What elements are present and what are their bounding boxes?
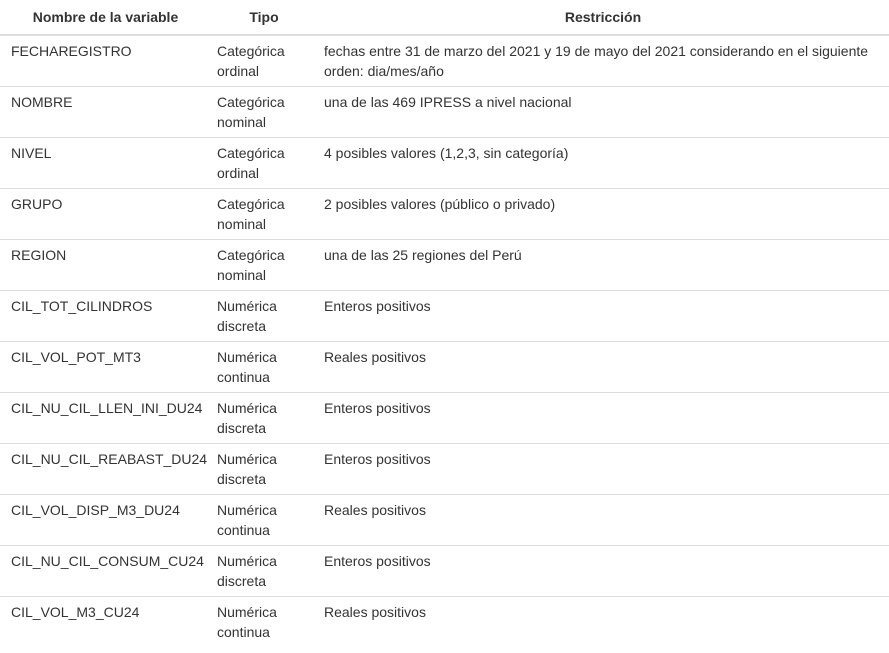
table-row: NIVEL Categórica ordinal 4 posibles valo… [0, 137, 889, 189]
cell-type: Numérica continua [217, 603, 277, 640]
cell-restriction: una de las 25 regiones del Perú [317, 239, 889, 291]
cell-restriction: 2 posibles valores (público o privado) [317, 188, 889, 240]
cell-restriction: Enteros positivos [317, 290, 889, 342]
table-row: GRUPO Categórica nominal 2 posibles valo… [0, 188, 889, 240]
cell-type: Categórica ordinal [211, 35, 317, 87]
cell-variable: CIL_NU_CIL_REABAST_DU24 [0, 443, 211, 495]
cell-restriction: Enteros positivos [317, 545, 889, 597]
table-row: CIL_TOT_CILINDROS Numérica discreta Ente… [0, 290, 889, 342]
table-row: CIL_NU_CIL_CONSUM_CU24 Numérica discreta… [0, 545, 889, 597]
cell-restriction: una de las 469 IPRESS a nivel nacional [317, 86, 889, 138]
cell-restriction: Reales positivos [324, 603, 426, 620]
cell-restriction: Reales positivos [317, 494, 889, 546]
table-row: CIL_VOL_M3_CU24 Numérica continua Reales… [0, 596, 889, 647]
cell-type: Categórica nominal [211, 239, 317, 291]
cell-variable: FECHAREGISTRO [0, 35, 211, 87]
table-body: FECHAREGISTRO Categórica ordinal fechas … [0, 35, 889, 647]
cell-type: Numérica discreta [211, 290, 317, 342]
cell-restriction: Reales positivos [317, 341, 889, 393]
cell-variable: REGION [0, 239, 211, 291]
header-restriction: Restricción [317, 0, 889, 36]
cell-variable: NIVEL [0, 137, 211, 189]
cell-variable: CIL_NU_CIL_LLEN_INI_DU24 [0, 392, 211, 444]
table-row: FECHAREGISTRO Categórica ordinal fechas … [0, 35, 889, 87]
cell-type: Numérica continua [211, 494, 317, 546]
table-header: Nombre de la variable Tipo Restricción [0, 0, 889, 36]
cell-type: Categórica nominal [211, 188, 317, 240]
cell-type: Numérica discreta [211, 443, 317, 495]
table-row: CIL_VOL_DISP_M3_DU24 Numérica continua R… [0, 494, 889, 546]
cell-variable: CIL_VOL_M3_CU24 [11, 603, 140, 620]
cell-variable: NOMBRE [0, 86, 211, 138]
cell-restriction: fechas entre 31 de marzo del 2021 y 19 d… [317, 35, 889, 87]
cell-type: Numérica discreta [211, 545, 317, 597]
cell-restriction: Enteros positivos [317, 443, 889, 495]
header-type: Tipo [211, 0, 317, 36]
table-row: CIL_NU_CIL_REABAST_DU24 Numérica discret… [0, 443, 889, 495]
cell-restriction: Enteros positivos [317, 392, 889, 444]
header-row: Nombre de la variable Tipo Restricción [0, 0, 889, 36]
table-row: REGION Categórica nominal una de las 25 … [0, 239, 889, 291]
cell-type: Categórica nominal [211, 86, 317, 138]
cell-variable: CIL_VOL_DISP_M3_DU24 [0, 494, 211, 546]
table-row: CIL_VOL_POT_MT3 Numérica continua Reales… [0, 341, 889, 393]
cell-variable: CIL_VOL_POT_MT3 [0, 341, 211, 393]
table-row: CIL_NU_CIL_LLEN_INI_DU24 Numérica discre… [0, 392, 889, 444]
cell-type: Numérica continua [211, 341, 317, 393]
cell-type: Numérica discreta [211, 392, 317, 444]
cell-variable: CIL_TOT_CILINDROS [0, 290, 211, 342]
cell-variable: CIL_NU_CIL_CONSUM_CU24 [0, 545, 211, 597]
table-row: NOMBRE Categórica nominal una de las 469… [0, 86, 889, 138]
cell-variable: GRUPO [0, 188, 211, 240]
cell-restriction: 4 posibles valores (1,2,3, sin categoría… [317, 137, 889, 189]
header-variable-name: Nombre de la variable [0, 0, 211, 36]
cell-type: Categórica ordinal [211, 137, 317, 189]
